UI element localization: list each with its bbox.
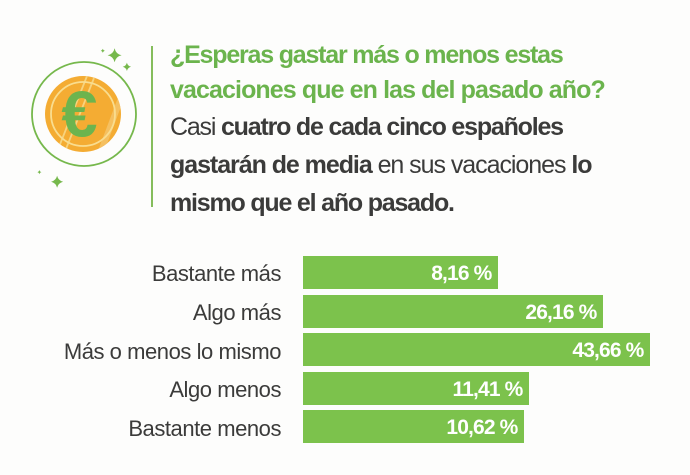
- svg-text:€: €: [61, 77, 97, 150]
